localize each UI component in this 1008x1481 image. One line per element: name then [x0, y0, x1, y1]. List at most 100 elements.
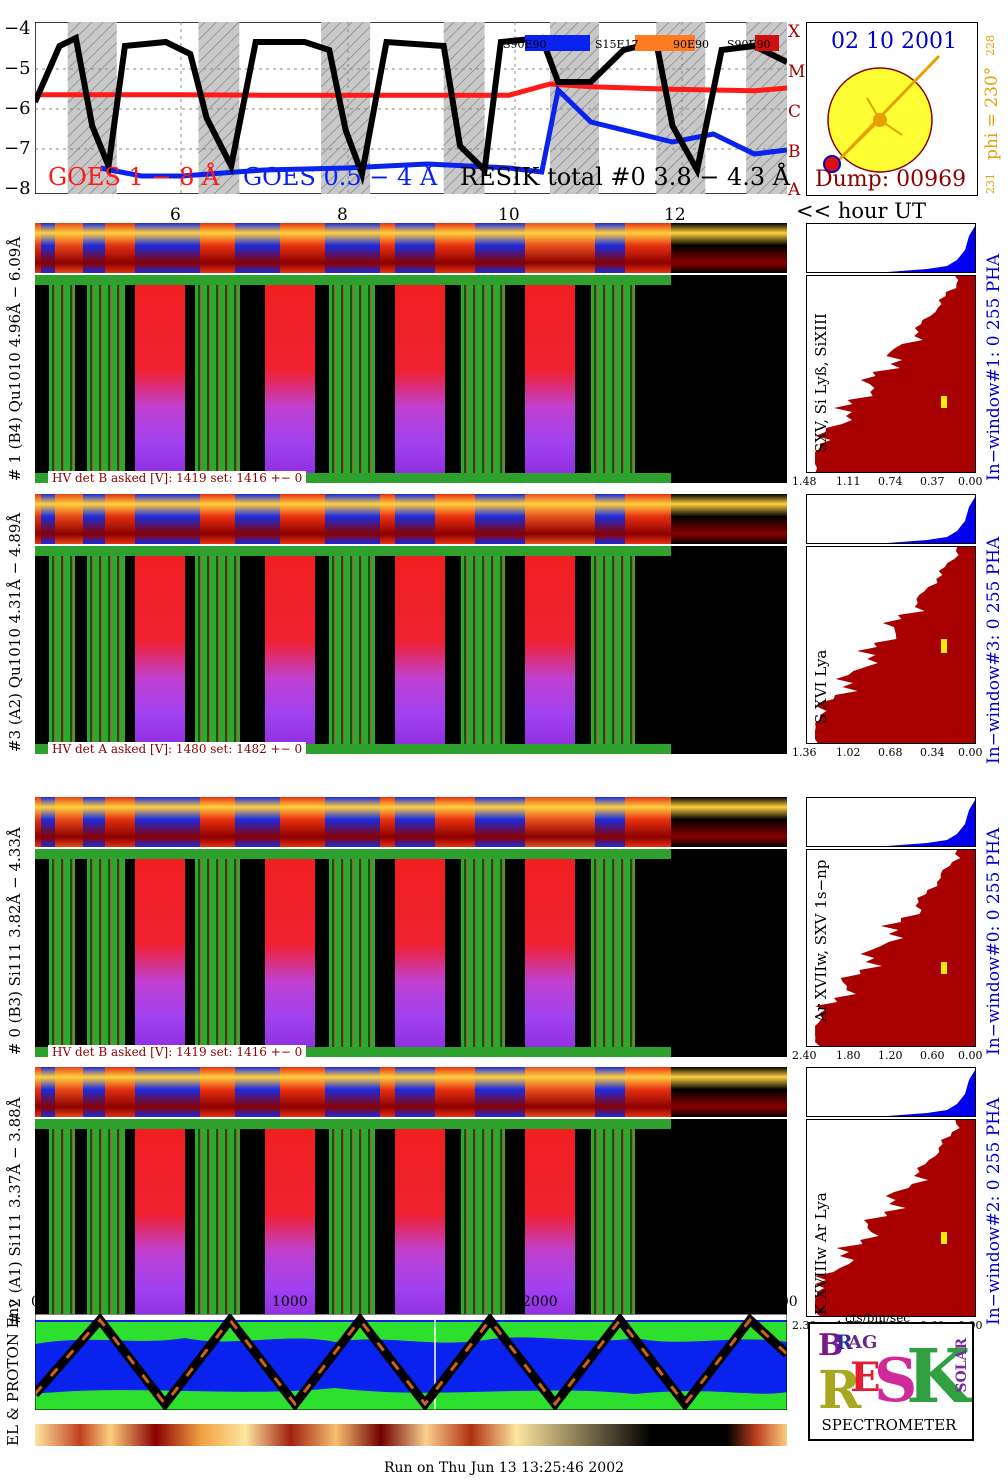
y-tick: −6: [4, 98, 31, 119]
detector-time-strip: [35, 494, 787, 544]
detector-label: #3 (A2) Qu1010 4.31Å − 4.89Å: [6, 512, 24, 752]
line-label: S XVI Lya: [812, 649, 830, 724]
spectrum-x-tick: 0.74: [878, 475, 903, 488]
env-x-tick: 1000: [272, 1294, 308, 1310]
spectrum-profile: [806, 275, 976, 473]
series-line-resik-total: [35, 33, 787, 186]
spectrum-profile-shape: [815, 850, 975, 1046]
env-plot: [35, 1314, 787, 1410]
goes-long-label: GOES 1 − 8 Å: [48, 163, 220, 191]
resik-logo: B R AG R E S K SOLAR SPECTROMETER: [808, 1322, 974, 1441]
window-label: In−window#1: 0 255 PHA: [984, 253, 1004, 481]
phi-label: phi = 230°: [982, 66, 1002, 160]
env-x-tick: 0: [31, 1294, 40, 1310]
phi-tick: 231: [984, 173, 997, 194]
date-label: 02 10 2001: [831, 29, 957, 54]
class-letter: M: [788, 62, 806, 82]
goes-short-label: GOES 0.5 − 4 Å: [243, 163, 438, 191]
spectrum-profile: [806, 849, 976, 1047]
detector-label: # 0 (B3) Si111 3.82Å − 4.33Å: [6, 827, 24, 1055]
y-tick: −4: [4, 18, 31, 39]
spectrum-x-tick: 1.20: [878, 1049, 903, 1062]
spectrum-profile-shape: [815, 276, 975, 472]
logo-word: SPECTROMETER: [821, 1416, 957, 1434]
detector-label: # 1 (B4) Qu1010 4.96Å − 6.09Å: [6, 236, 24, 481]
class-letter: B: [788, 142, 801, 162]
y-tick: −8: [4, 178, 31, 199]
env-panel: 0 1000 2000 3000: [0, 1294, 1008, 1454]
hv-readout: HV det B asked [V]: 1419 set: 1416 +− 0: [48, 1045, 307, 1059]
detector-block: HV det B asked [V]: 1419 set: 1416 +− 0 …: [0, 797, 1008, 1067]
detector-time-strip: [35, 223, 787, 273]
spectrum-x-tick: 0.60: [920, 1049, 945, 1062]
hour-axis-label: << hour UT: [796, 199, 926, 223]
pha-histogram: [806, 223, 976, 273]
phi-tick: 228: [984, 35, 997, 56]
goes-plot: S90E90 S15E17 90E90 S90E90: [35, 22, 787, 194]
env-x-tick: 2000: [522, 1294, 558, 1310]
detector-time-strip: [35, 1067, 787, 1117]
detector-spectrogram: [35, 1119, 787, 1327]
window-label: In−window#0: 0 255 PHA: [984, 827, 1004, 1055]
window-label: In−window#2: 0 255 PHA: [984, 1097, 1004, 1325]
detector-block: HV det A asked [V]: 1480 set: 1482 +− 0 …: [0, 1067, 1008, 1337]
goes-panel: −4 −5 −6 −7 −8 S90E90 S15E17 90E90 S90E9…: [0, 0, 1008, 226]
spectrum-x-tick: 0.37: [920, 475, 945, 488]
env-label: EL & PROTON Env: [4, 1299, 22, 1446]
spectrum-x-tick: 0.00: [958, 475, 983, 488]
pha-histogram: [806, 1067, 976, 1117]
detector-block: HV det B asked [V]: 1419 set: 1416 +− 0 …: [0, 223, 1008, 493]
footer-run-info: Run on Thu Jun 13 13:25:46 2002: [383, 1460, 625, 1476]
detector-block: HV det A asked [V]: 1480 set: 1482 +− 0 …: [0, 494, 1008, 764]
spectrum-x-tick: 1.80: [836, 1049, 861, 1062]
legend-label: S90E90: [727, 38, 771, 51]
line-label: SXV, Si Lyß, SiXIII: [812, 313, 830, 453]
env-x-tick: 3000: [762, 1294, 798, 1310]
detector-time-strip: [35, 797, 787, 847]
sun-panel: 02 10 2001 Dump: 00969: [806, 22, 978, 196]
hv-readout: HV det B asked [V]: 1419 set: 1416 +− 0: [48, 471, 307, 485]
class-letter: X: [788, 22, 801, 42]
spectrum-profile-shape: [815, 547, 975, 743]
class-letter: C: [788, 102, 802, 122]
y-tick: −7: [4, 138, 31, 159]
legend-label: 90E90: [673, 38, 709, 51]
spectrum-x-tick: 0.00: [958, 746, 983, 759]
detector-spectrogram: [35, 546, 787, 754]
resik-total-label: RESIK total #0 3.8 − 4.3 Å: [460, 163, 791, 191]
spectrum-x-tick: 0.00: [958, 1049, 983, 1062]
logo-art: B R AG R E S K SOLAR: [818, 1328, 971, 1421]
spectrum-x-tick: 2.40: [792, 1049, 817, 1062]
legend: S90E90 S15E17 90E90 S90E90: [503, 35, 779, 51]
spectrum-x-tick: 1.48: [792, 475, 817, 488]
spectrum-x-tick: 1.36: [792, 746, 817, 759]
legend-label: S90E90: [503, 38, 547, 51]
series-line-goes-long: [35, 81, 787, 98]
pha-histogram: [806, 494, 976, 544]
y-tick: −5: [4, 58, 31, 79]
spectrum-profile-shape: [815, 1120, 975, 1316]
line-label: Ar XVIIw, SXV 1s−np: [812, 859, 830, 1022]
legend-label: S15E17: [595, 38, 639, 51]
spectrum-x-tick: 1.02: [836, 746, 861, 759]
spectrum-unit-label: cts/bin/sec: [845, 1311, 911, 1325]
hour-tick: 6: [170, 205, 181, 225]
class-letter: A: [788, 180, 801, 200]
spectrum-x-tick: 1.11: [836, 475, 861, 488]
hour-tick: 12: [664, 205, 686, 225]
hour-tick: 10: [498, 205, 520, 225]
spectrum-profile: [806, 1119, 976, 1317]
spectrum-x-tick: 0.68: [878, 746, 903, 759]
pha-histogram: [806, 797, 976, 847]
detector-spectrogram: [35, 849, 787, 1057]
spectrum-profile: [806, 546, 976, 744]
window-label: In−window#3: 0 255 PHA: [984, 536, 1004, 764]
hv-readout: HV det A asked [V]: 1480 set: 1482 +− 0: [48, 742, 307, 756]
detector-label: # 2 (A1) Si111 3.37Å − 3.88Å: [6, 1097, 24, 1325]
env-colorbar: [35, 1424, 787, 1446]
hour-tick: 8: [337, 205, 348, 225]
sun-disk-diagram: [823, 54, 941, 173]
detector-spectrogram: [35, 275, 787, 483]
dump-label: Dump: 00969: [815, 167, 967, 192]
spectrum-x-tick: 0.34: [920, 746, 945, 759]
